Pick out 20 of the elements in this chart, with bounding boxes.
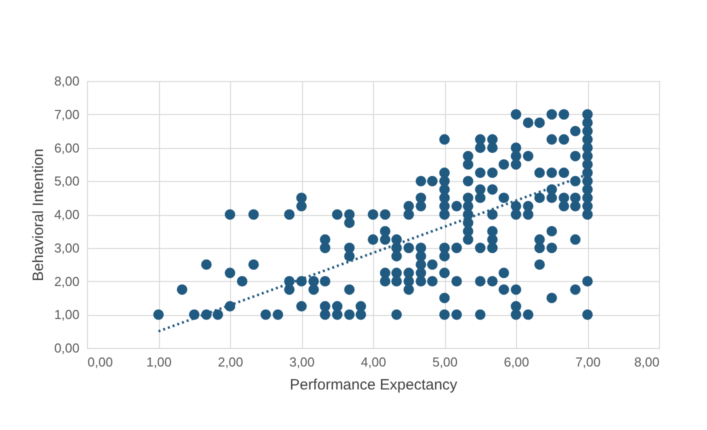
- x-tick-label: 7,00: [575, 354, 601, 370]
- y-tick-label: 1,00: [54, 307, 80, 322]
- y-tick-label: 5,00: [54, 174, 80, 189]
- y-tick-label: 6,00: [54, 140, 80, 156]
- x-tick-label: 0,00: [88, 354, 113, 370]
- x-tick-label: 2,00: [218, 354, 244, 370]
- y-tick-label: 0,00: [54, 340, 80, 356]
- x-tick-label: 3,00: [289, 354, 315, 370]
- x-tick-label: 1,00: [146, 354, 172, 370]
- y-tick-label: 2,00: [54, 274, 80, 289]
- y-axis-title: Behavioral Intention: [30, 148, 48, 282]
- x-tick-label: 8,00: [634, 354, 660, 370]
- x-tick-label: 6,00: [504, 354, 530, 370]
- y-tick-label: 4,00: [54, 207, 80, 222]
- x-tick-label: 5,00: [432, 354, 458, 370]
- x-tick-label: 4,00: [360, 354, 386, 370]
- y-tick-label: 8,00: [54, 74, 80, 88]
- x-axis-title: Performance Expectancy: [290, 376, 458, 394]
- y-tick-label: 7,00: [54, 106, 80, 122]
- y-tick-label: 3,00: [54, 240, 80, 256]
